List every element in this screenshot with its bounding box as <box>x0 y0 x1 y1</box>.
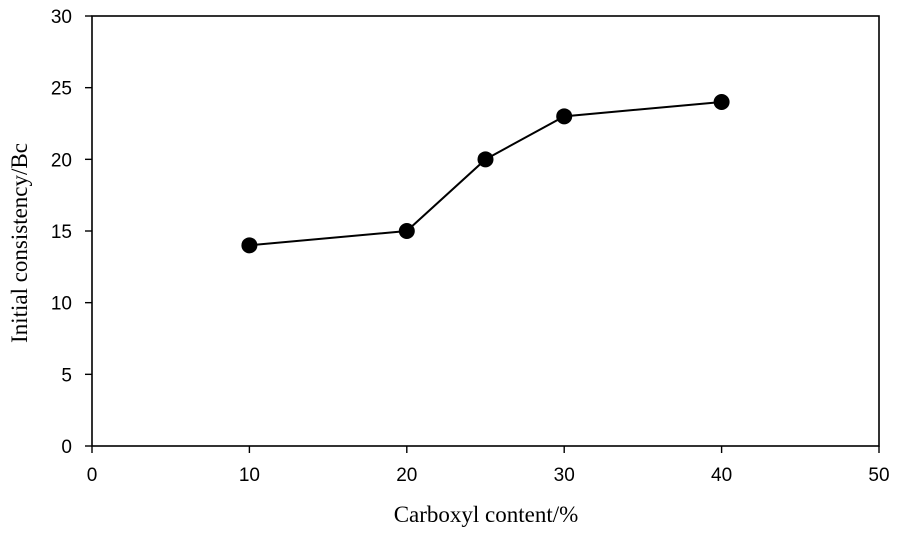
x-tick-label: 0 <box>87 465 98 486</box>
y-axis-ticks: 0 5 10 15 20 25 30 <box>51 7 92 458</box>
x-tick-label: 50 <box>868 465 889 486</box>
y-tick-label: 30 <box>51 7 72 28</box>
data-point <box>477 151 494 168</box>
data-point <box>398 223 415 239</box>
x-tick-label: 30 <box>554 465 575 486</box>
data-point <box>241 237 258 254</box>
x-tick-label: 40 <box>711 465 732 486</box>
y-tick-label: 10 <box>51 294 72 315</box>
x-axis-ticks: 0 10 20 30 40 50 <box>87 446 890 486</box>
y-tick-label: 0 <box>61 437 72 458</box>
data-point <box>713 94 730 110</box>
y-axis-title: Initial consistency/Bc <box>7 143 32 343</box>
y-tick-label: 25 <box>51 79 72 100</box>
x-tick-label: 10 <box>239 465 260 486</box>
data-series <box>241 94 730 254</box>
y-tick-label: 5 <box>61 365 72 386</box>
x-tick-label: 20 <box>396 465 417 486</box>
y-tick-label: 20 <box>51 150 72 171</box>
y-tick-label: 15 <box>51 222 72 243</box>
data-point <box>556 108 573 125</box>
series-line <box>249 101 722 247</box>
x-axis-title: Carboxyl content/% <box>394 502 579 527</box>
plot-frame <box>91 15 880 447</box>
